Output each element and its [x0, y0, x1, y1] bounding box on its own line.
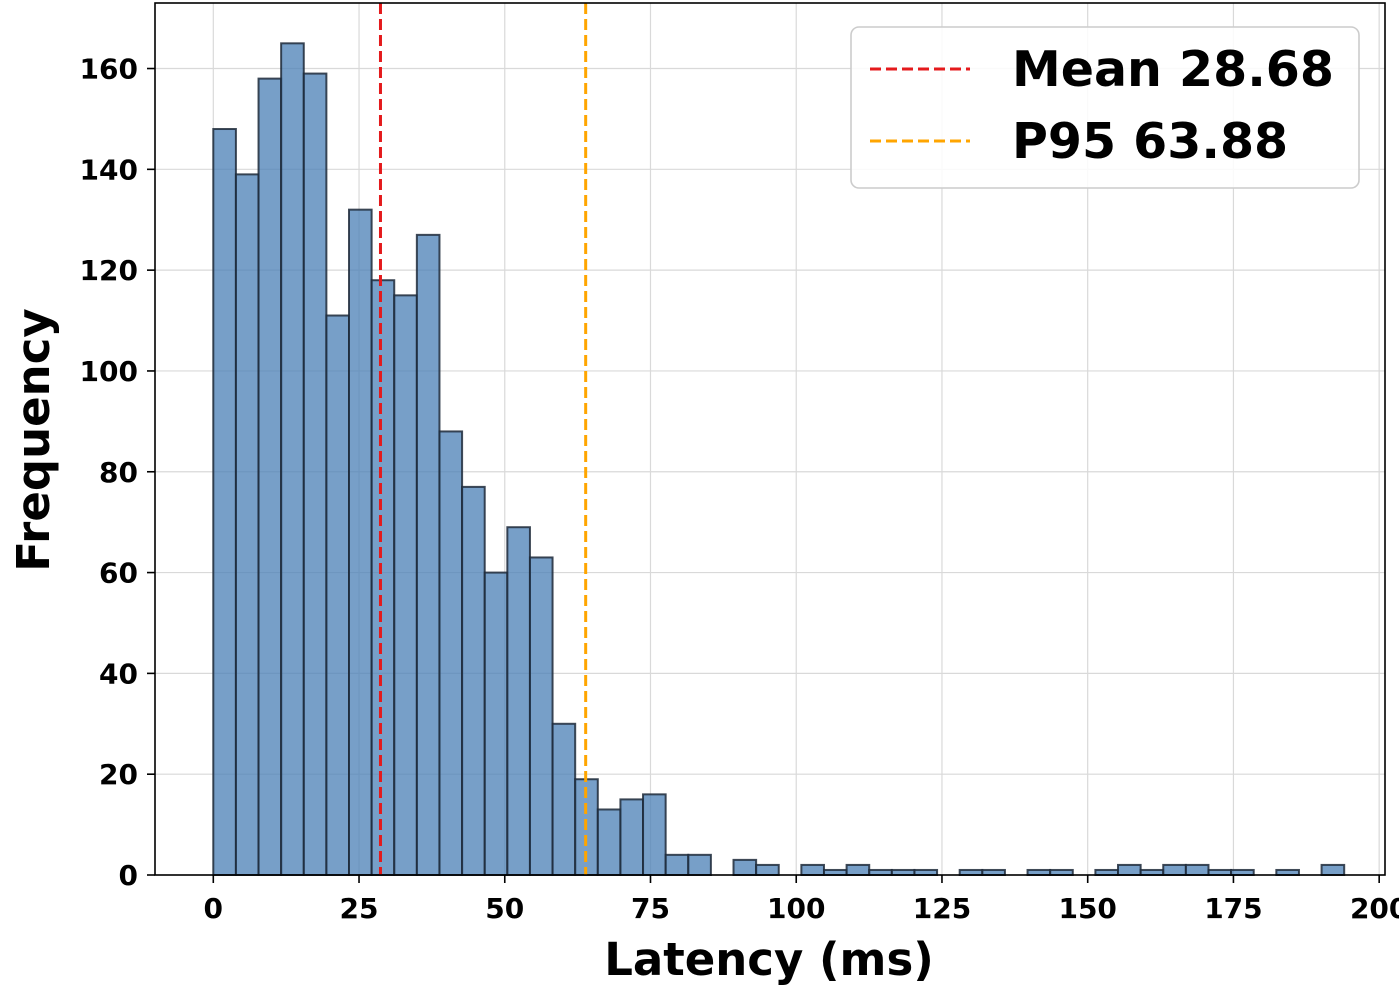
- histogram-bar: [800, 863, 825, 876]
- y-tick-label: 100: [80, 355, 138, 388]
- histogram-bar: [528, 556, 554, 876]
- histogram-bar: [438, 430, 464, 876]
- histogram-bar: [370, 279, 396, 876]
- x-tick-label: 125: [913, 892, 971, 925]
- y-tick-label: 40: [99, 657, 138, 690]
- y-tick-label: 160: [80, 53, 138, 86]
- x-tick-label: 150: [1058, 892, 1116, 925]
- y-tick-label: 80: [99, 456, 138, 489]
- histogram-bar: [551, 722, 577, 876]
- y-tick-label: 120: [80, 254, 138, 287]
- x-tick-label: 100: [767, 892, 825, 925]
- histogram-bar: [461, 485, 486, 876]
- histogram-bar: [280, 42, 305, 877]
- x-tick-label: 0: [204, 892, 223, 925]
- histogram-bar: [1162, 863, 1187, 876]
- histogram-bar: [1184, 863, 1210, 876]
- histogram-bar: [483, 571, 509, 876]
- histogram-bar: [732, 858, 758, 876]
- histogram-bar: [755, 863, 780, 876]
- legend: Mean 28.68 P95 63.88: [850, 26, 1360, 189]
- reference-lines: [378, 3, 588, 875]
- histogram-bar: [596, 808, 622, 877]
- y-tick-label: 60: [99, 557, 138, 590]
- y-tick-label: 0: [119, 859, 138, 892]
- y-tick-label: 140: [80, 153, 138, 186]
- y-axis-ticks: 0 20 40 60 80 100 120 140 160: [80, 53, 155, 892]
- plot-frame: [154, 2, 1386, 876]
- x-tick-label: 25: [340, 892, 379, 925]
- histogram-bar: [415, 233, 441, 876]
- x-tick-label: 75: [631, 892, 670, 925]
- legend-mean-label: Mean 28.68: [1012, 41, 1334, 98]
- histogram-bar: [619, 798, 645, 876]
- x-tick-label: 175: [1204, 892, 1262, 925]
- histogram-bar: [1117, 863, 1142, 876]
- legend-p95-label: P95 63.88: [1012, 113, 1288, 170]
- histogram-bar: [642, 793, 667, 876]
- y-axis-title: Frequency: [7, 308, 60, 571]
- x-axis-title: Latency (ms): [604, 933, 934, 986]
- histogram-bar: [302, 72, 328, 877]
- histogram-bar: [506, 526, 531, 876]
- histogram-bar: [325, 314, 351, 876]
- histogram-bar: [212, 128, 237, 877]
- histogram-bar: [845, 863, 871, 876]
- y-tick-label: 20: [99, 758, 138, 791]
- histogram-bar: [687, 853, 712, 876]
- legend-box: [850, 26, 1360, 189]
- histogram-bar: [348, 208, 373, 877]
- histogram-bar: [393, 294, 418, 877]
- histogram-bar: [1320, 863, 1346, 876]
- histogram-bar: [257, 77, 283, 876]
- x-tick-label: 50: [485, 892, 524, 925]
- x-axis-ticks: 0 25 50 75 100 125 150 175 200: [204, 875, 1399, 925]
- histogram-bar: [664, 853, 690, 876]
- histogram-bar: [234, 173, 260, 876]
- x-tick-label: 200: [1350, 892, 1399, 925]
